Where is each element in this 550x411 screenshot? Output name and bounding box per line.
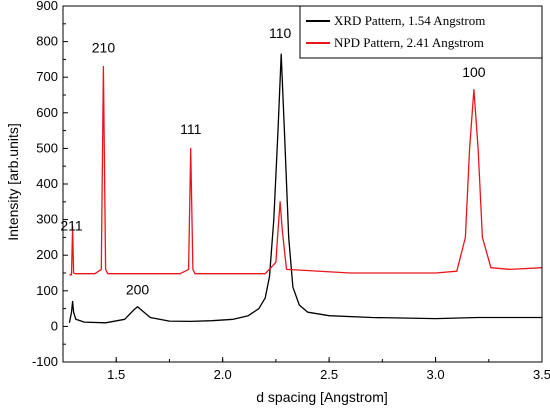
peak-label: 211 (60, 217, 83, 233)
peak-label: 100 (462, 64, 486, 80)
xtick-label: 3.5 (533, 367, 550, 382)
xtick-label: 2.5 (320, 367, 338, 382)
ytick-label: 700 (36, 69, 58, 84)
ytick-label: 0 (51, 318, 58, 333)
legend: XRD Pattern, 1.54 Angstrom NPD Pattern, 2… (299, 5, 543, 59)
xtick-label: 1.5 (107, 367, 125, 382)
ytick-label: 900 (36, 0, 58, 13)
peak-label: 111 (180, 121, 201, 137)
annotations: 211 210 111 200 110 100 (60, 25, 485, 297)
peak-label: 110 (269, 25, 292, 41)
peak-label: 210 (92, 39, 116, 55)
xtick-label: 2.0 (214, 367, 232, 382)
ytick-label: 200 (36, 247, 58, 262)
ytick-label: 400 (36, 176, 58, 191)
ytick-label: -100 (32, 354, 58, 369)
ytick-label: 500 (36, 140, 58, 155)
xrd-series-line (68, 53, 542, 324)
xtick-labels: 1.5 2.0 2.5 3.0 3.5 (107, 367, 550, 382)
y-axis-title: Intensity [arb.units] (5, 123, 21, 241)
legend-box (299, 5, 543, 59)
xtick-label: 3.0 (427, 367, 445, 382)
ytick-label: 800 (36, 34, 58, 49)
peak-label: 200 (126, 281, 150, 297)
npd-series-line (69, 65, 543, 276)
legend-label: XRD Pattern, 1.54 Angstrom (334, 13, 485, 28)
legend-label: NPD Pattern, 2.41 Angstrom (334, 35, 484, 50)
ytick-label: 300 (36, 212, 58, 227)
ytick-labels: -100 0 100 200 300 400 500 600 700 800 900 (32, 0, 58, 369)
ytick-label: 600 (36, 105, 58, 120)
series-group (68, 53, 543, 324)
ytick-label: 100 (36, 283, 58, 298)
x-axis-title: d spacing [Angstrom] (256, 389, 388, 405)
